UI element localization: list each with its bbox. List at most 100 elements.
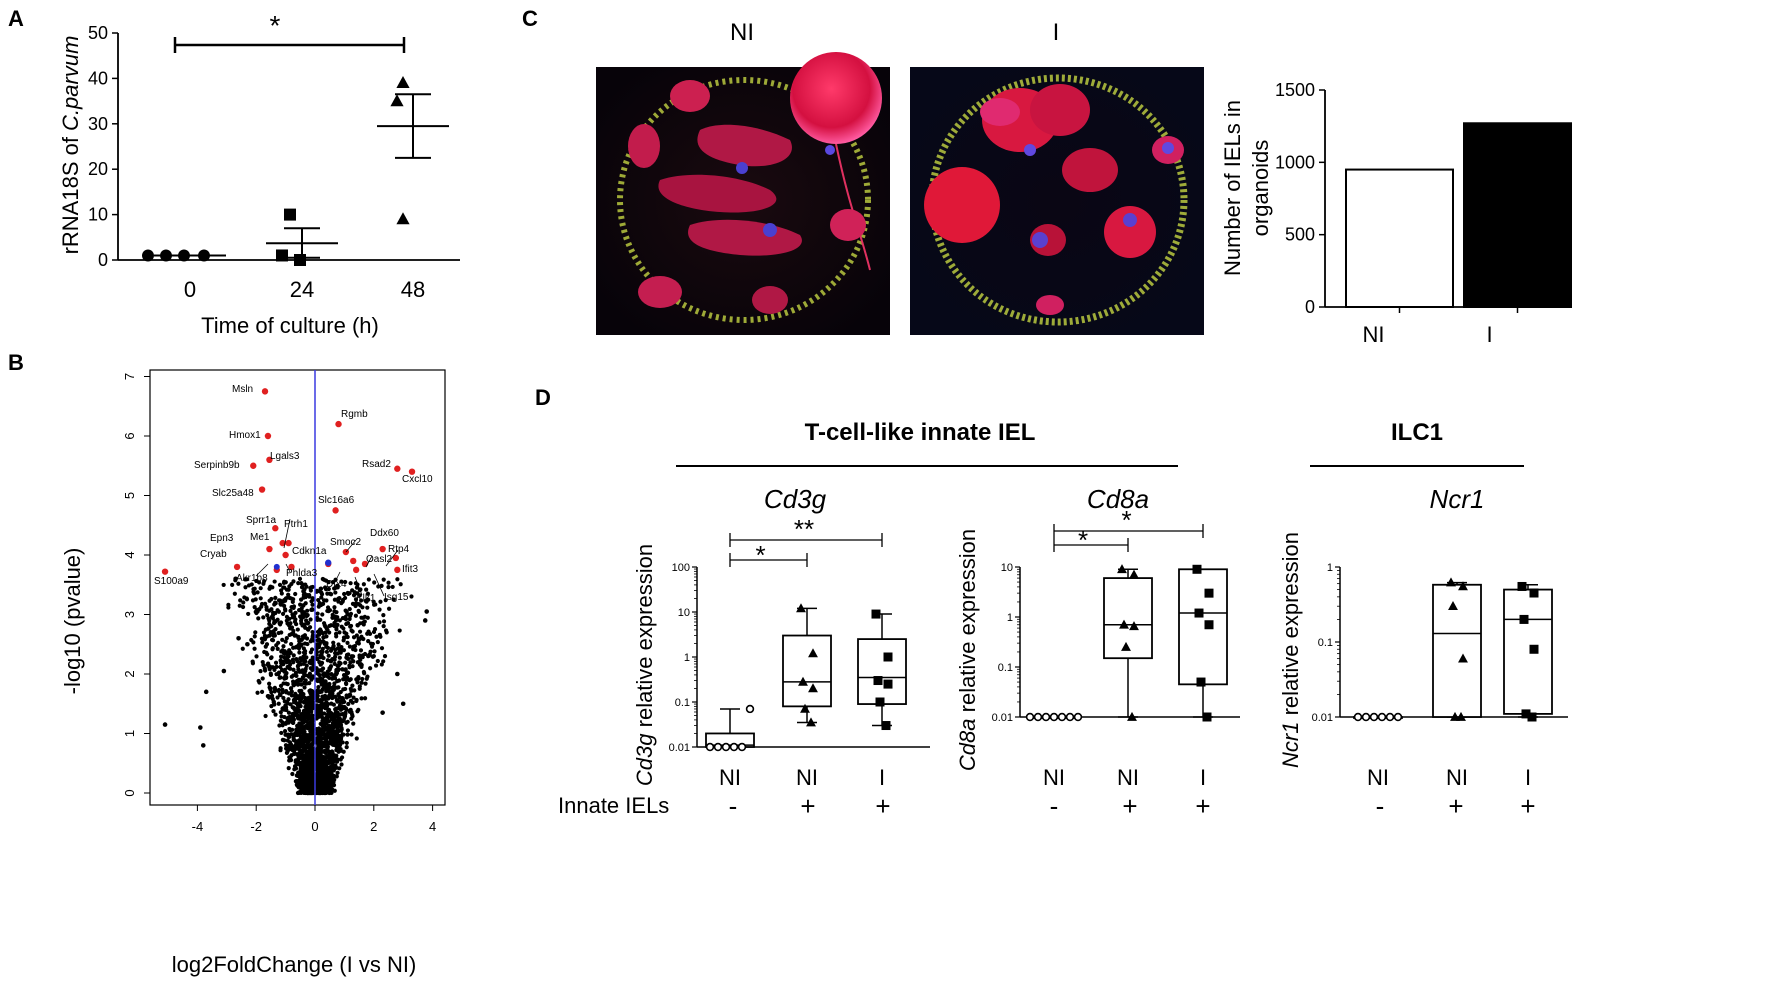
b-gene-point <box>260 640 265 645</box>
b-gene-point <box>266 626 271 631</box>
b-gene-point <box>299 682 304 687</box>
b-gene-point <box>356 608 361 613</box>
b-gene-point <box>356 638 361 643</box>
b-gene-point <box>357 684 362 689</box>
b-gene-point <box>329 790 334 795</box>
a-point <box>284 208 296 221</box>
d-ylabel: Cd8a relative expression <box>955 529 980 771</box>
b-gene-point <box>295 732 300 738</box>
b-gene-point <box>356 601 361 607</box>
b-gene-point <box>302 783 307 788</box>
b-gene-label: Phlda3 <box>286 568 318 579</box>
b-gene-point <box>341 732 346 737</box>
b-gene-point <box>354 697 359 703</box>
b-gene-point <box>267 666 272 671</box>
b-gene-point <box>240 604 246 610</box>
b-gene-point <box>327 630 332 635</box>
d-gene-title: Cd3g <box>764 484 827 514</box>
b-gene-point <box>343 681 349 686</box>
b-gene-point <box>275 646 280 651</box>
b-gene-point <box>261 630 267 635</box>
b-gene-point <box>259 636 264 641</box>
b-gene-point <box>324 701 329 706</box>
b-gene-point <box>372 649 377 654</box>
b-gene-point <box>297 714 302 720</box>
b-gene-point <box>323 683 328 689</box>
b-gene-point <box>284 614 290 619</box>
b-gene-point <box>327 591 333 596</box>
b-gene-point <box>298 751 304 756</box>
b-gene-point <box>310 633 315 638</box>
b-gene-point <box>332 657 337 662</box>
d-data-point <box>729 742 739 752</box>
b-gene-point <box>317 589 322 594</box>
b-gene-point <box>317 752 322 758</box>
b-gene-point <box>286 710 291 715</box>
b-gene-point <box>340 696 345 702</box>
b-gene-point <box>316 684 321 690</box>
b-gene-point <box>304 764 309 770</box>
b-sig-gene-point <box>250 462 257 469</box>
b-gene-point <box>273 660 279 665</box>
b-gene-point <box>308 617 313 622</box>
b-gene-point <box>316 597 321 603</box>
b-gene-point <box>352 590 357 595</box>
a-ytick-label: 10 <box>88 205 108 225</box>
b-gene-point <box>337 743 342 748</box>
b-gene-point <box>236 581 241 586</box>
b-gene-point <box>298 748 303 753</box>
d-ylabel-suffix: relative expression <box>1278 532 1303 722</box>
b-gene-point <box>354 585 360 590</box>
b-gene-point <box>271 699 276 704</box>
b-gene-point <box>291 735 296 740</box>
b-gene-point <box>258 596 263 601</box>
d-xtick-label: I <box>1525 765 1531 790</box>
d-data-point <box>1519 614 1529 624</box>
b-gene-point <box>276 630 281 636</box>
b-gene-point <box>295 659 300 664</box>
b-gene-point <box>326 707 332 712</box>
b-gene-point <box>339 579 344 584</box>
b-gene-point <box>304 733 309 738</box>
b-gene-point <box>362 619 367 624</box>
panel-c: C NI I <box>522 6 1572 347</box>
b-gene-point <box>338 647 344 652</box>
b-gene-point <box>278 748 283 753</box>
b-gene-point <box>317 790 322 796</box>
a-point <box>390 94 404 107</box>
group-title-ilc1: ILC1 <box>1391 419 1443 446</box>
a-ytick-label: 20 <box>88 159 108 179</box>
b-gene-point <box>357 653 362 658</box>
b-gene-point <box>294 673 299 678</box>
b-gene-point <box>288 728 293 733</box>
b-gene-point <box>301 603 306 608</box>
b-gene-point <box>334 616 339 622</box>
b-gene-point <box>361 582 366 587</box>
d-data-point <box>1458 653 1468 663</box>
b-gene-point <box>298 669 303 674</box>
b-gene-point <box>314 634 319 639</box>
b-gene-point <box>368 666 373 671</box>
b-gene-point <box>276 672 281 677</box>
b-gene-point <box>326 653 331 658</box>
b-gene-point <box>352 688 357 693</box>
b-gene-point <box>288 626 293 631</box>
b-gene-point <box>268 584 273 590</box>
b-gene-point <box>281 585 286 590</box>
panel-b-letter: B <box>8 350 24 375</box>
b-gene-point <box>330 612 335 617</box>
b-gene-point <box>317 727 322 732</box>
b-gene-point <box>318 655 323 660</box>
b-gene-point <box>221 582 226 588</box>
b-gene-point <box>314 677 319 682</box>
d-ylabel-suffix: relative expression <box>955 529 980 719</box>
d-ylabel: Ncr1 relative expression <box>1278 532 1303 768</box>
b-sig-gene-point <box>335 420 342 428</box>
b-gene-point <box>319 595 324 600</box>
organoid-image-ni <box>596 52 890 335</box>
b-gene-point <box>323 750 328 756</box>
b-gene-point <box>283 639 288 644</box>
b-gene-point <box>334 634 339 639</box>
